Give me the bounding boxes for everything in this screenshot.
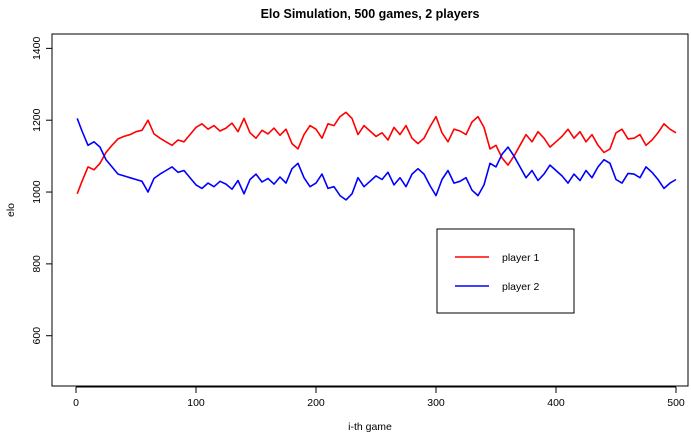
y-tick-label: 1400	[31, 37, 43, 61]
chart-title: Elo Simulation, 500 games, 2 players	[261, 7, 480, 21]
y-axis-title: elo	[5, 203, 17, 217]
series-line-player-1	[76, 111, 677, 195]
legend-label-player-1: player 1	[502, 252, 540, 264]
x-tick-label: 0	[73, 397, 79, 409]
x-tick-label: 200	[307, 397, 325, 409]
plot-frame	[51, 33, 689, 387]
y-axis: 600 800 1000 1200 1400	[31, 37, 53, 345]
legend: player 1 player 2	[436, 228, 575, 314]
x-tick-label: 100	[187, 397, 205, 409]
y-tick-label: 1000	[31, 180, 43, 204]
series-line-player-2	[76, 118, 677, 201]
y-tick-label: 800	[31, 255, 43, 273]
x-axis: 0 100 200 300 400 500	[73, 386, 685, 409]
x-tick-label: 400	[547, 397, 565, 409]
legend-label-player-2: player 2	[502, 281, 540, 293]
legend-box	[436, 228, 575, 314]
y-tick-label: 600	[31, 327, 43, 345]
x-axis-title: i-th game	[348, 421, 392, 433]
y-tick-label: 1200	[31, 108, 43, 132]
x-tick-label: 500	[667, 397, 685, 409]
series-layer	[76, 111, 677, 201]
x-tick-label: 300	[427, 397, 445, 409]
